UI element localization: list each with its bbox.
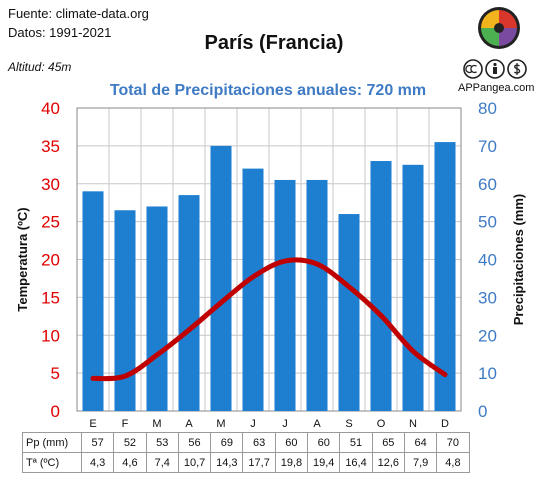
cc-icon bbox=[463, 59, 483, 79]
table-cell: 65 bbox=[371, 432, 405, 453]
table-cell: 4,8 bbox=[436, 452, 470, 473]
precip-bar bbox=[178, 195, 200, 411]
by-icon bbox=[485, 59, 505, 79]
source-line: Fuente: climate-data.org bbox=[8, 6, 149, 21]
left-tick-label: 30 bbox=[41, 175, 60, 194]
table-cell: 51 bbox=[339, 432, 373, 453]
right-axis-title: Precipitaciones (mm) bbox=[511, 194, 526, 326]
table-cell: 10,7 bbox=[177, 452, 212, 473]
chart-subtitle: Total de Precipitaciones anuales: 720 mm bbox=[109, 82, 427, 99]
precip-bar bbox=[434, 142, 456, 411]
precip-bar bbox=[146, 206, 168, 411]
precip-bar bbox=[210, 145, 232, 411]
altitude-label: Altitud: 45m bbox=[8, 60, 72, 74]
plot-frame bbox=[76, 107, 462, 412]
precip-bar bbox=[370, 161, 392, 411]
x-tick-label: S bbox=[345, 418, 352, 430]
right-tick-label: 40 bbox=[478, 251, 497, 270]
data-period: Datos: 1991-2021 bbox=[8, 25, 112, 40]
table-row: Pp (mm) 57 52 53 56 69 63 60 60 51 65 64 70 bbox=[22, 432, 470, 453]
left-tick-label: 25 bbox=[41, 213, 60, 232]
precip-bar bbox=[338, 214, 360, 411]
table-cell: 4,3 bbox=[80, 452, 115, 473]
left-tick-label: 20 bbox=[41, 251, 60, 270]
x-tick-label: A bbox=[313, 418, 321, 430]
temperature-line bbox=[90, 257, 448, 382]
right-tick-label: 30 bbox=[478, 288, 497, 307]
table-row-label: Pp (mm) bbox=[22, 432, 82, 453]
table-cell: 4,6 bbox=[113, 452, 147, 473]
left-tick-label: 35 bbox=[41, 137, 60, 156]
x-tick-label: J bbox=[282, 418, 288, 430]
x-tick-label: J bbox=[250, 418, 256, 430]
table-cell: 63 bbox=[242, 432, 276, 453]
precip-bar bbox=[82, 191, 104, 411]
table-cell: 57 bbox=[80, 432, 115, 453]
table-cell: 7,4 bbox=[145, 452, 179, 473]
climate-table: Pp (mm) 57 52 53 56 69 63 60 60 51 65 64 70 Tª (ºC) 4,… bbox=[22, 432, 470, 473]
table-cell: 14,3 bbox=[210, 452, 244, 473]
table-cell: 53 bbox=[145, 432, 179, 453]
chart-svg: 0 5 10 15 20 25 30 35 40 0 10 20 30 40 50 60 70 80 E F M A M J J… bbox=[15, 99, 526, 430]
left-tick-label: 0 bbox=[51, 402, 60, 421]
right-tick-label: 50 bbox=[478, 213, 497, 232]
x-tick-label: F bbox=[122, 418, 129, 430]
precip-bar bbox=[306, 179, 328, 411]
chart-title: París (Francia) bbox=[204, 32, 344, 54]
x-tick-label: N bbox=[409, 418, 417, 430]
table-cell: 16,4 bbox=[339, 452, 373, 473]
table-cell: 12,6 bbox=[371, 452, 405, 473]
x-tick-label: A bbox=[185, 418, 193, 430]
left-tick-label: 15 bbox=[41, 288, 60, 307]
precip-bar bbox=[402, 164, 424, 411]
table-row: Tª (ºC) 4,3 4,6 7,4 10,7 14,3 17,7 19,8 19,4 16,4… bbox=[22, 452, 470, 473]
left-tick-label: 5 bbox=[51, 364, 60, 383]
table-cell: 19,8 bbox=[274, 452, 309, 473]
precip-bar bbox=[114, 210, 136, 411]
table-cell: 69 bbox=[210, 432, 244, 453]
x-tick-label: E bbox=[89, 418, 96, 430]
table-cell: 17,7 bbox=[242, 452, 276, 473]
right-tick-label: 80 bbox=[478, 99, 497, 118]
x-tick-label: O bbox=[377, 418, 386, 430]
appangea-logo-icon bbox=[478, 7, 520, 49]
table-cell: 7,9 bbox=[403, 452, 438, 473]
x-tick-label: M bbox=[216, 418, 225, 430]
table-cell: 56 bbox=[177, 432, 212, 453]
right-tick-label: 20 bbox=[478, 326, 497, 345]
right-tick-label: 10 bbox=[478, 364, 497, 383]
right-tick-label: 70 bbox=[478, 137, 497, 156]
table-cell: 19,4 bbox=[307, 452, 341, 473]
left-tick-label: 40 bbox=[41, 99, 60, 118]
precip-bar bbox=[274, 179, 296, 411]
precip-bar bbox=[242, 168, 264, 411]
right-tick-label: 60 bbox=[478, 175, 497, 194]
table-cell: 70 bbox=[436, 432, 470, 453]
table-cell: 60 bbox=[307, 432, 341, 453]
table-cell: 64 bbox=[403, 432, 438, 453]
table-cell: 60 bbox=[274, 432, 309, 453]
nc-icon bbox=[507, 59, 527, 79]
left-tick-label: 10 bbox=[41, 326, 60, 345]
x-tick-label: M bbox=[152, 418, 161, 430]
table-row-label: Tª (ºC) bbox=[22, 452, 82, 473]
left-axis-title: Temperatura (ºC) bbox=[15, 207, 30, 311]
right-tick-label: 0 bbox=[478, 402, 487, 421]
site-label: APPangea.com bbox=[458, 82, 535, 94]
x-tick-label: D bbox=[441, 418, 449, 430]
table-cell: 52 bbox=[113, 432, 147, 453]
